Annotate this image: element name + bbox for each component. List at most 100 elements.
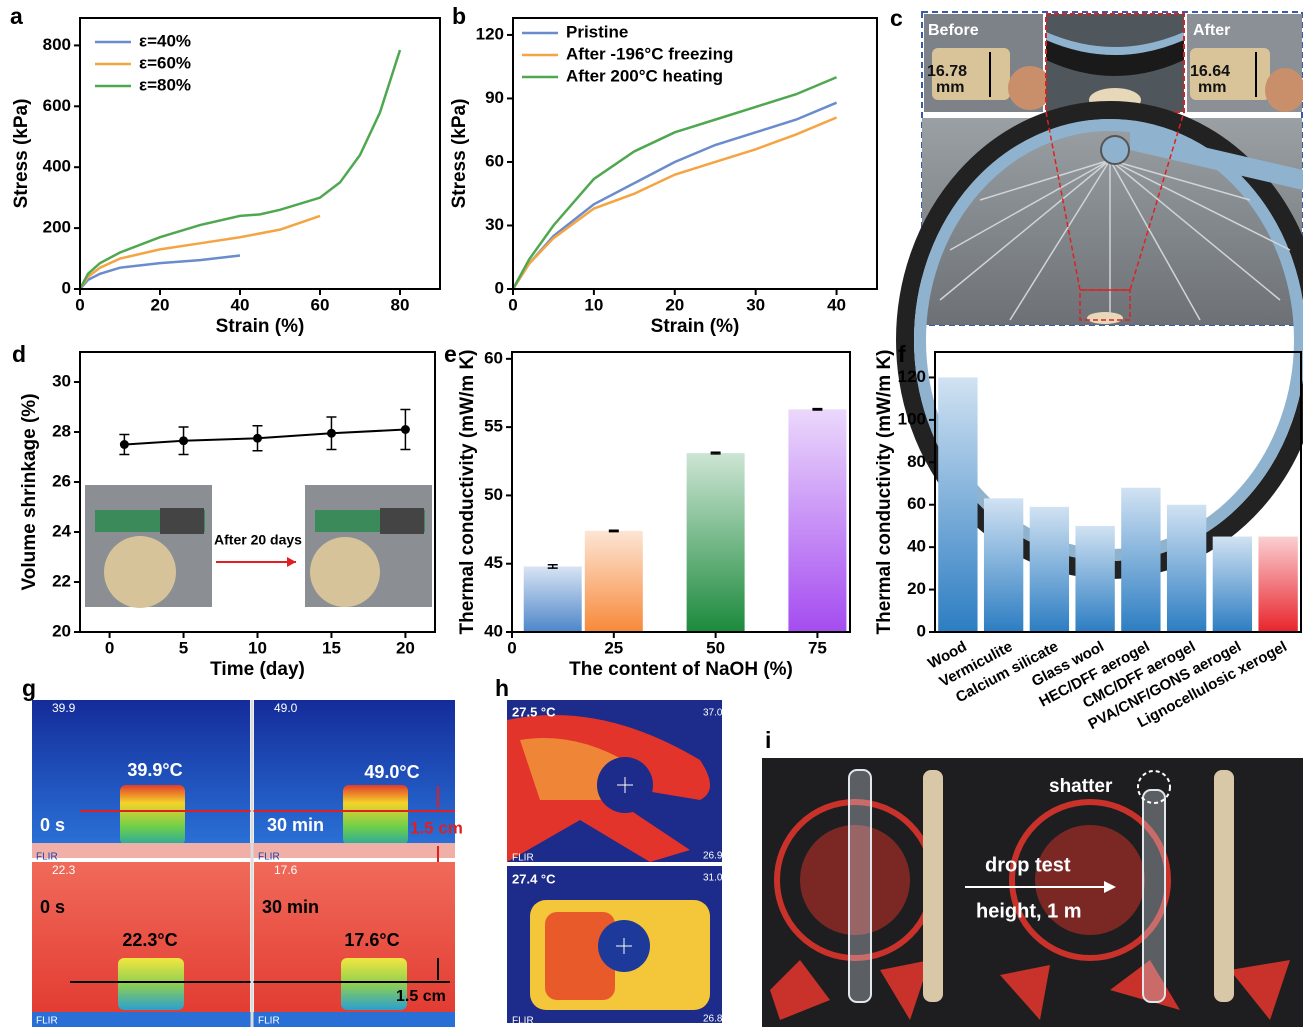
- data-point: [401, 425, 410, 434]
- panel-label: e: [444, 341, 457, 367]
- x-tick-label: 40: [231, 295, 250, 314]
- x-tick-label: 20: [665, 295, 684, 314]
- y-tick-label: 60: [485, 151, 504, 170]
- legend-label: ε=40%: [139, 31, 191, 50]
- series-line: [124, 430, 405, 445]
- bar: [585, 531, 643, 632]
- series-line: [513, 77, 837, 289]
- y-tick-label: 40: [907, 537, 926, 556]
- photo-text: 26.9: [703, 851, 723, 862]
- y-tick-label: 40: [484, 621, 503, 640]
- panel-label: i: [765, 727, 771, 753]
- x-tick-label: 20: [151, 295, 170, 314]
- data-point: [120, 440, 129, 449]
- y-tick-label: 600: [43, 96, 71, 115]
- photo-text: After: [1193, 22, 1230, 39]
- photo-text: 27.4 °C: [512, 871, 556, 886]
- photo-text: 22.3: [52, 863, 76, 877]
- photo-h: 27.5 °C 37.0 26.9 27.4 °C 31.0 26.8 FLIR…: [495, 675, 723, 1027]
- page: Before 16.78 mm After 16.64 mm c After 2…: [0, 0, 1303, 1027]
- bar: [984, 498, 1023, 632]
- x-tick-label: 60: [311, 295, 330, 314]
- y-axis-title: Thermal conductivity (mW/m K): [457, 349, 478, 634]
- photo-text: FLIR: [512, 1016, 534, 1027]
- photo-text: shatter: [1049, 776, 1113, 797]
- y-tick-label: 50: [484, 485, 503, 504]
- photo-text: 22.3°C: [122, 930, 177, 950]
- series-line: [513, 118, 837, 289]
- x-tick-label: 15: [322, 638, 341, 657]
- photo-text: 0 s: [40, 815, 65, 835]
- photo-g: 39.9°C 49.0°C 0 s 30 min 1.5 cm 39.9 49.…: [22, 675, 463, 1027]
- y-tick-label: 400: [43, 157, 71, 176]
- figure: Before 16.78 mm After 16.64 mm c After 2…: [0, 0, 1303, 1027]
- bar: [1075, 526, 1114, 632]
- y-axis-title: Stress (kPa): [11, 99, 32, 209]
- data-point: [253, 434, 262, 443]
- photo-text: 17.6°C: [344, 930, 399, 950]
- x-tick-label: 0: [508, 295, 517, 314]
- y-axis-title: Thermal conductivity (mW/m K): [874, 349, 895, 634]
- x-tick-label: 0: [105, 638, 114, 657]
- x-tick-label: 5: [179, 638, 188, 657]
- x-tick-label: 0: [75, 295, 84, 314]
- y-tick-label: 30: [485, 215, 504, 234]
- legend-label: ε=80%: [139, 75, 191, 94]
- legend-label: Pristine: [566, 22, 628, 41]
- series-line: [80, 216, 320, 289]
- panel-label: b: [452, 3, 466, 29]
- y-tick-label: 24: [52, 521, 71, 540]
- photo-text: 27.5 °C: [512, 704, 556, 719]
- y-tick-label: 45: [484, 553, 503, 572]
- y-axis-title: Stress (kPa): [449, 99, 470, 209]
- bar: [788, 409, 846, 632]
- y-tick-label: 0: [62, 278, 71, 297]
- y-tick-label: 0: [495, 278, 504, 297]
- photo-text: 49.0°C: [364, 762, 419, 782]
- photo-text: 49.0: [274, 701, 298, 715]
- y-axis-title: Volume shrinkage (%): [19, 393, 40, 590]
- y-tick-label: 28: [52, 421, 71, 440]
- photo-text: After 20 days: [214, 532, 302, 548]
- bar: [1030, 507, 1069, 632]
- panel-label: f: [898, 341, 906, 367]
- x-tick-label: 0: [507, 638, 516, 657]
- error-bar: [609, 530, 619, 531]
- bar: [1258, 537, 1297, 632]
- data-point: [327, 429, 336, 438]
- bar: [938, 377, 977, 632]
- photo-text: FLIR: [36, 852, 58, 863]
- photo-text: FLIR: [512, 853, 534, 864]
- bar: [524, 566, 582, 632]
- photo-text: 0 s: [40, 897, 65, 917]
- y-tick-label: 0: [917, 621, 926, 640]
- y-tick-label: 90: [485, 88, 504, 107]
- photo-text: FLIR: [258, 1016, 280, 1027]
- y-tick-label: 120: [476, 24, 504, 43]
- y-tick-label: 100: [898, 409, 926, 428]
- legend-label: ε=60%: [139, 53, 191, 72]
- panel-label: c: [890, 5, 903, 31]
- y-tick-label: 30: [52, 371, 71, 390]
- photo-text: 30 min: [267, 815, 324, 835]
- photo-text: 31.0: [703, 873, 723, 884]
- y-tick-label: 20: [907, 579, 926, 598]
- x-axis-title: Time (day): [210, 659, 305, 680]
- panel-label: d: [12, 341, 26, 367]
- photo-text: 26.8: [703, 1014, 723, 1025]
- x-tick-label: 20: [396, 638, 415, 657]
- panel-label: h: [495, 675, 509, 701]
- photo-text: 39.9°C: [127, 760, 182, 780]
- x-tick-label: 25: [604, 638, 623, 657]
- x-tick-label: 50: [706, 638, 725, 657]
- photo-text: mm: [936, 79, 964, 96]
- y-tick-label: 55: [484, 417, 503, 436]
- photo-text: Before: [928, 22, 979, 39]
- series-line: [513, 103, 837, 289]
- x-axis-title: The content of NaOH (%): [569, 659, 793, 680]
- y-tick-label: 60: [484, 348, 503, 367]
- photo-text: 39.9: [52, 701, 76, 715]
- photo-text: 37.0: [703, 708, 723, 719]
- bar: [1213, 537, 1252, 632]
- x-tick-label: 80: [391, 295, 410, 314]
